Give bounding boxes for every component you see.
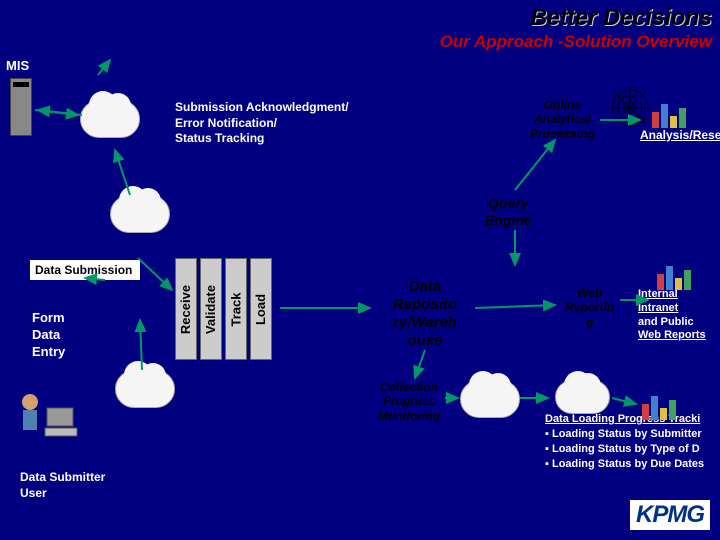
text-line: and Public (638, 316, 720, 330)
query-engine-label: Query Engine (485, 195, 532, 229)
text-line: g (565, 315, 614, 329)
text-line: Error Notification/ (175, 116, 349, 132)
cloud-icon (555, 380, 610, 414)
cloud-icon (80, 100, 140, 138)
main-title: Better Decisions (530, 4, 712, 31)
pipeline-stages: Receive Validate Track Load (175, 258, 272, 360)
collection-monitoring-label: Collection Progress Monitoring (378, 380, 440, 423)
text-line: Query (485, 195, 532, 212)
text-line: Form (32, 310, 65, 327)
chart-icon (640, 390, 678, 420)
text-line: Submission Acknowledgment/ (175, 100, 349, 116)
data-submitter-label: Data Submitter User (20, 470, 105, 501)
text-line: Analytical (530, 112, 595, 126)
pipe-load: Load (250, 258, 272, 360)
bullet-line: ▪ Loading Status by Due Dates (545, 457, 704, 472)
text-line: Online (530, 98, 595, 112)
pipe-label: Validate (204, 284, 219, 333)
text-line: Data (380, 278, 470, 296)
text: Loading Status by Type of D (552, 443, 700, 455)
warehouse-label: Data Reposito ry/Wareh ouse (380, 278, 470, 350)
web-spider-icon (610, 88, 650, 128)
bullet-line: ▪ Loading Status by Submitter (545, 427, 704, 442)
user-at-computer-icon (15, 390, 80, 442)
text-line: Reportin (565, 300, 614, 314)
text-line: Engine (485, 212, 532, 229)
text-line: Entry (32, 344, 65, 361)
text-line: User (20, 486, 105, 502)
text-line: ry/Wareh (380, 314, 470, 332)
text-line: Collection (378, 380, 440, 394)
form-entry-label: Form Data Entry (32, 310, 65, 361)
web-reporting-label: Web Reportin g (565, 286, 614, 329)
text-line: Status Tracking (175, 131, 349, 147)
text-line: Data Loading Progress Tracki (545, 412, 704, 427)
text-line: Monitoring (378, 409, 440, 423)
olap-label: Online Analytical Processing (530, 98, 595, 141)
cloud-icon (110, 195, 170, 233)
text: Loading Status by Due Dates (552, 458, 704, 470)
chart-icon (655, 260, 693, 290)
pipe-track: Track (225, 258, 247, 360)
text: Loading Status by Submitter (552, 428, 702, 440)
pipe-receive: Receive (175, 258, 197, 360)
cloud-icon (115, 370, 175, 408)
subtitle: Our Approach -Solution Overview (440, 32, 712, 52)
loading-tracking-label: Data Loading Progress Tracki ▪ Loading S… (545, 412, 704, 471)
server-icon (10, 78, 32, 136)
pipe-label: Track (229, 292, 244, 326)
pipe-label: Load (254, 293, 269, 324)
text-line: Data (32, 327, 65, 344)
text-line: Data Submitter (20, 470, 105, 486)
text-line: Reposito (380, 296, 470, 314)
text-line: Web (565, 286, 614, 300)
chart-icon (650, 98, 688, 128)
mis-label: MIS (6, 58, 29, 73)
cloud-icon (460, 380, 520, 418)
pipe-label: Receive (179, 284, 194, 333)
pipe-validate: Validate (200, 258, 222, 360)
text-line: Web Reports (638, 329, 720, 343)
submission-ack-label: Submission Acknowledgment/ Error Notific… (175, 100, 349, 147)
bullet-line: ▪ Loading Status by Type of D (545, 442, 704, 457)
text-line: Processing (530, 127, 595, 141)
analysis-label: Analysis/Resear (640, 128, 720, 142)
text-line: Internal Intranet (638, 288, 720, 316)
text-line: ouse (380, 332, 470, 350)
kpmg-logo: KPMG (630, 500, 710, 530)
text-line: Progress (378, 394, 440, 408)
intranet-label: Internal Intranet and Public Web Reports (638, 288, 720, 343)
data-submission-box: Data Submission (30, 260, 140, 280)
